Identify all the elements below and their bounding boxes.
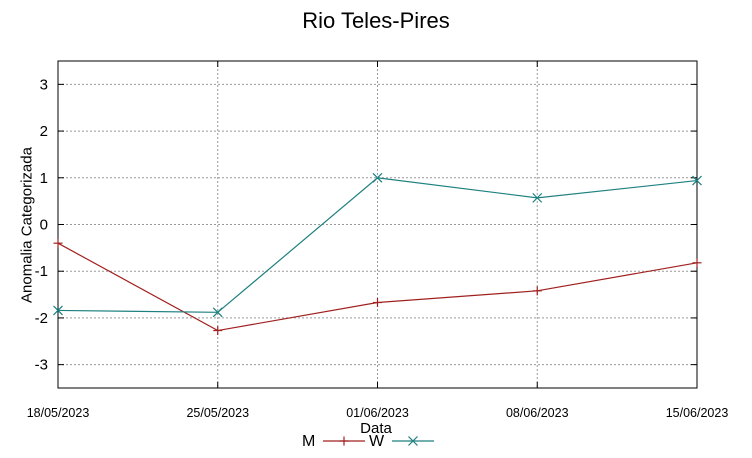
legend [323, 436, 434, 446]
legend-label-m: M [302, 433, 316, 450]
x-axis-label: Data [360, 420, 392, 437]
legend-marker-w [408, 436, 418, 446]
data-point-w [372, 172, 383, 183]
x-tick-label: 18/05/2023 [27, 406, 90, 420]
grid-lines [58, 61, 697, 388]
y-tick-label: -2 [35, 310, 48, 327]
x-tick-label: 25/05/2023 [186, 406, 249, 420]
y-tick-label: 2 [40, 123, 48, 140]
legend-label-w: W [369, 433, 385, 450]
data-point-m [213, 326, 223, 336]
x-tick-label: 15/06/2023 [666, 406, 729, 420]
data-point-m [373, 298, 382, 308]
data-point-m [532, 286, 542, 296]
y-tick-label: 0 [40, 217, 48, 234]
plot-frame [57, 60, 698, 389]
series-group [53, 172, 702, 336]
data-point-w [212, 307, 223, 318]
y-tick-label: -3 [35, 357, 48, 374]
data-point-w [53, 305, 63, 316]
data-point-m [692, 258, 702, 268]
data-point-w [692, 175, 702, 186]
data-point-w [532, 192, 543, 203]
y-tick-label: -1 [35, 263, 48, 280]
y-tick-label: 1 [40, 170, 48, 187]
x-tick-label: 01/06/2023 [346, 406, 409, 420]
legend-marker-m [339, 436, 349, 446]
axis-ticks: 3 2 1 0 -1 -2 -3 18/05/2023 25/05/2023 01/06/2023… [27, 61, 729, 420]
chart-title: Rio Teles-Pires [302, 8, 450, 33]
y-tick-label: 3 [40, 76, 48, 93]
data-point-m [53, 238, 63, 248]
x-tick-label: 08/06/2023 [506, 406, 569, 420]
